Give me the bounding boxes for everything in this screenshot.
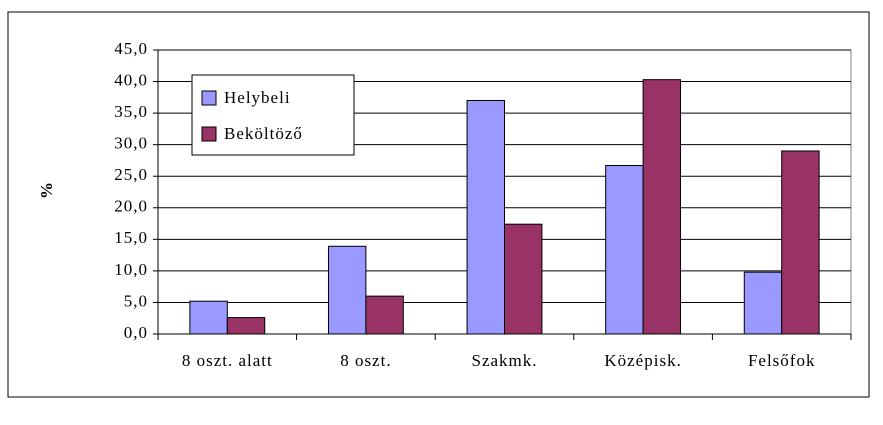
y-tick-label: 30,0 (114, 134, 148, 153)
legend-label: Helybeli (224, 88, 291, 107)
chart-frame (7, 11, 870, 398)
bar (327, 245, 367, 335)
x-tick-label: Felsőfok (747, 351, 816, 370)
bar (605, 164, 644, 335)
y-axis-label: % (37, 181, 56, 199)
y-tick-label: 0,0 (124, 323, 148, 342)
bar (504, 223, 543, 335)
y-tick-label: 35,0 (114, 102, 148, 121)
bar (189, 300, 228, 335)
y-tick-label: 5,0 (124, 291, 148, 310)
bar (781, 150, 820, 335)
x-tick-label: 8 oszt. (340, 351, 392, 370)
bar (365, 295, 404, 335)
bar (466, 99, 506, 335)
y-tick-label: 20,0 (114, 197, 148, 216)
bar (743, 271, 783, 335)
bar (226, 317, 266, 335)
legend-box (191, 74, 355, 156)
x-tick-label: Szakmk. (471, 351, 538, 370)
y-tick-label: 15,0 (114, 228, 148, 247)
x-tick-label: Középisk. (604, 351, 682, 370)
y-tick-label: 40,0 (114, 70, 148, 89)
legend-label: Beköltöző (224, 124, 303, 143)
bar (642, 79, 682, 335)
x-tick-label: 8 oszt. alatt (181, 351, 273, 370)
y-tick-label: 25,0 (114, 165, 148, 184)
y-tick-label: 45,0 (114, 39, 148, 58)
legend-swatch (201, 90, 217, 106)
y-tick-label: 10,0 (114, 260, 148, 279)
legend-swatch (201, 126, 217, 142)
